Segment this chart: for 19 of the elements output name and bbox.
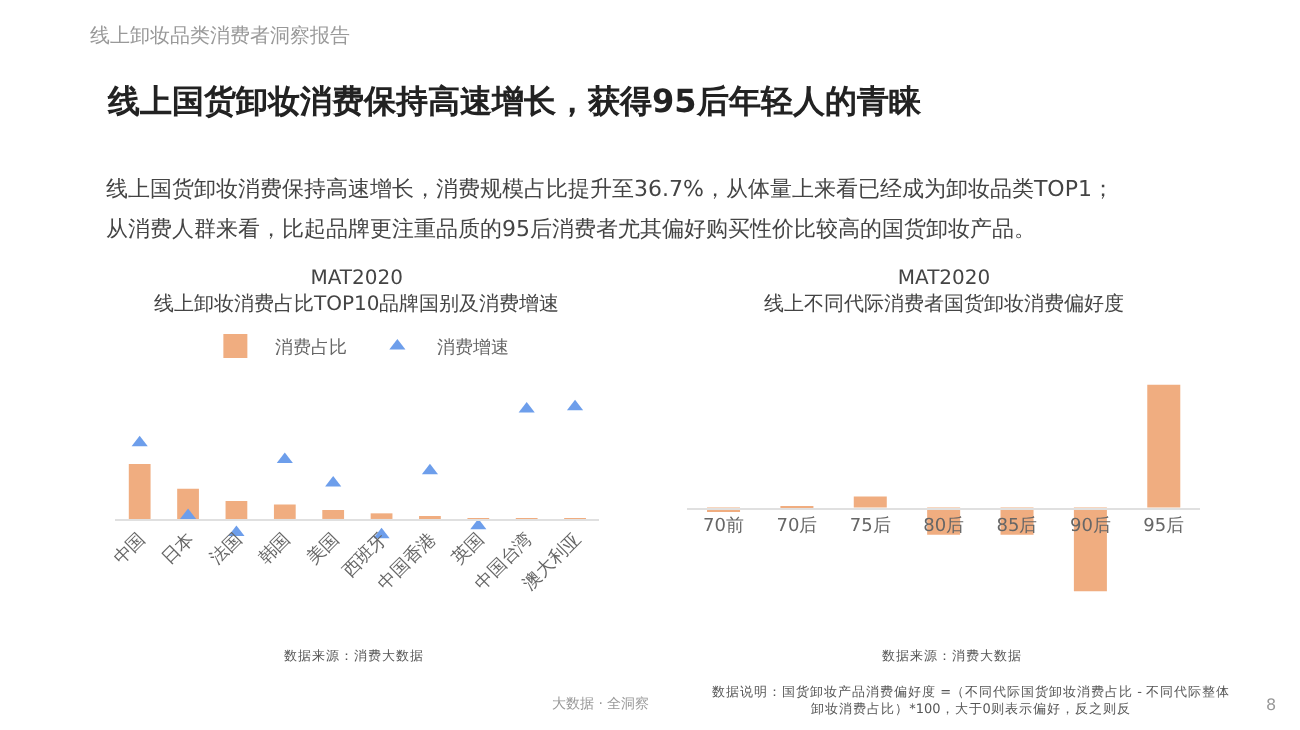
x-tick-label: 70后	[776, 515, 818, 538]
x-tick-label: 75后	[849, 515, 891, 538]
chart-title: MAT2020 线上卸妆消费占比TOP10品牌国别及消费增速	[154, 268, 560, 316]
x-tick-label: 70前	[703, 515, 744, 538]
chart-title: MAT2020 线上不同代际消费者国货卸妆消费偏好度	[764, 268, 1124, 316]
text: 线上国货卸妆消费保持高速增长，获得95后年轻人的青睐	[106, 82, 923, 120]
x-tick-label: 95后	[1143, 515, 1185, 538]
legend-label: 消费占比	[275, 337, 348, 360]
x-tick-label: 日本	[157, 528, 199, 570]
x-tick-label: 中国	[109, 528, 151, 570]
text: 8	[1266, 696, 1277, 714]
legend-label: 消费增速	[437, 337, 510, 360]
x-tick-label: 英国	[447, 528, 489, 570]
text: 线上国货卸妆消费保持高速增长，消费规模占比提升至36.7%，从体量上来看已经成为卸妆品类TOP1；	[106, 176, 1114, 202]
text: 从消费人群来看，比起品牌更注重品质的95后消费者尤其偏好购买性价比较高的国货卸妆产品。	[106, 216, 1036, 242]
x-tick-label: 韩国	[254, 528, 296, 570]
x-tick-label: 法国	[206, 528, 248, 570]
x-tick-label: 美国	[302, 528, 344, 570]
text: 线上卸妆品类消费者洞察报告	[90, 24, 350, 48]
